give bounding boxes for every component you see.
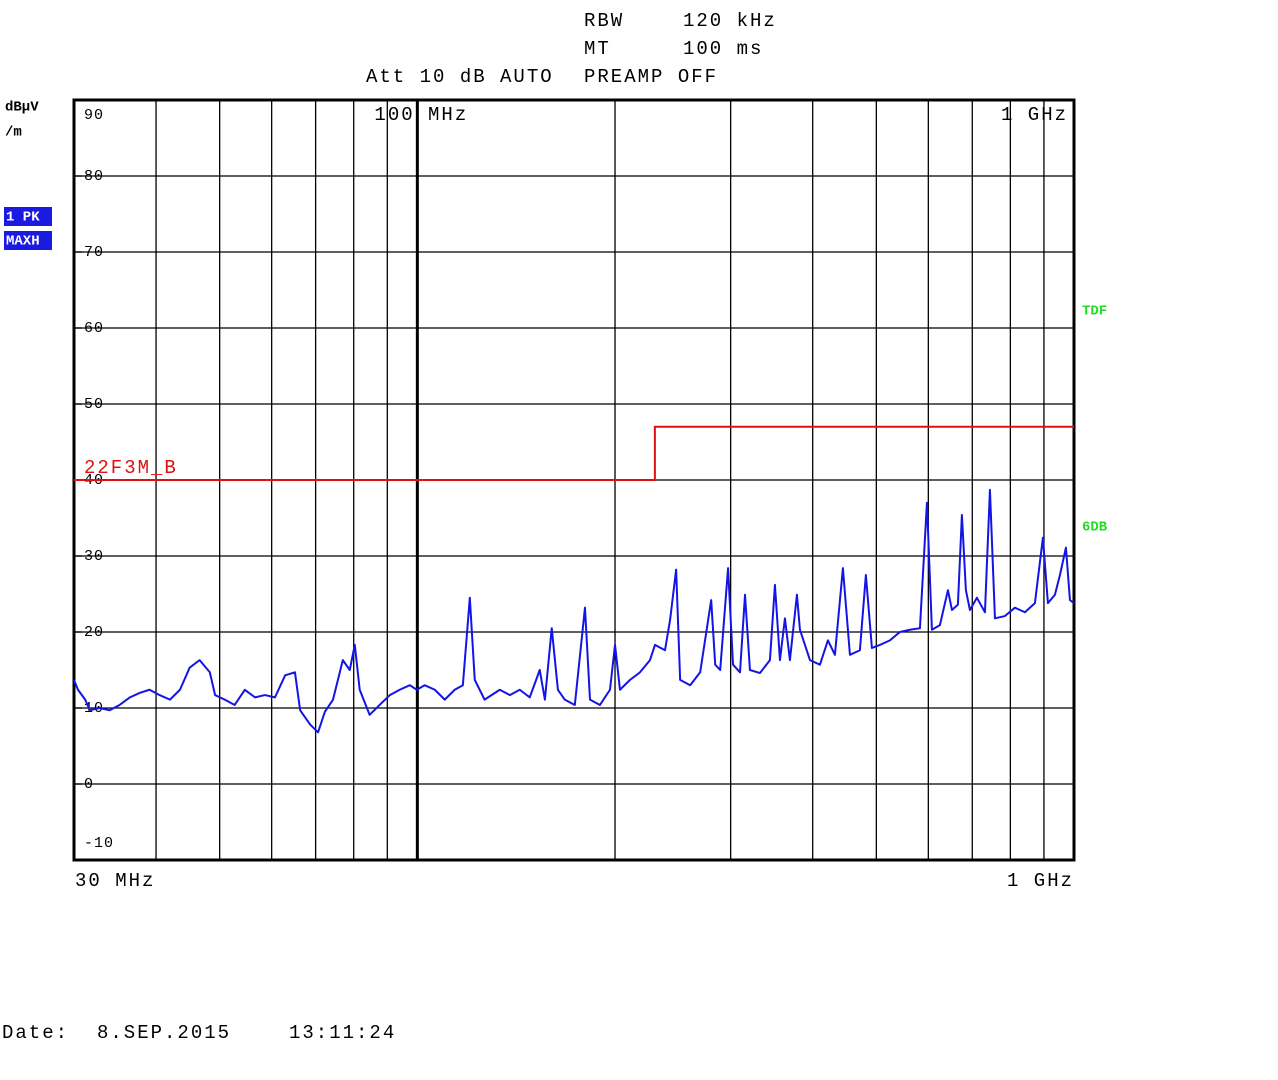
mt-value: 100 ms	[683, 38, 763, 60]
badge-bg	[4, 231, 52, 250]
side-label: 6DB	[1082, 520, 1108, 536]
stop-label: 1 GHz	[1007, 870, 1074, 892]
y-tick-label: -10	[84, 835, 114, 852]
y-tick-label: 90	[84, 107, 104, 124]
mt-label: MT	[584, 38, 611, 60]
y-unit: /m	[5, 125, 22, 141]
y-tick-label: 50	[84, 396, 104, 413]
side-label: TDF	[1082, 304, 1107, 320]
y-unit: dBµV	[5, 100, 39, 116]
limit-line	[74, 425, 1074, 481]
x-tick-label: 100 MHz	[374, 104, 468, 126]
trace	[73, 488, 1075, 734]
y-tick-label: 0	[84, 776, 94, 793]
rbw-value: 120 kHz	[683, 10, 777, 32]
x-tick-label: 1 GHz	[1001, 104, 1068, 126]
date-label: Date:	[2, 1022, 69, 1044]
att: Att 10 dB AUTO	[366, 66, 554, 88]
y-tick-label: 30	[84, 548, 104, 565]
y-tick-label: 60	[84, 320, 104, 337]
rbw-label: RBW	[584, 10, 624, 32]
date: 8.SEP.2015	[97, 1022, 231, 1044]
y-tick-label: 70	[84, 244, 104, 261]
time: 13:11:24	[289, 1022, 396, 1044]
badge-bg	[4, 207, 52, 226]
preamp: PREAMP OFF	[584, 66, 718, 88]
trace-badge: MAXH	[6, 234, 40, 250]
limit-label: 22F3M_B	[84, 457, 178, 479]
start-label: 30 MHz	[75, 870, 155, 892]
y-tick-label: 80	[84, 168, 104, 185]
trace-badge: 1 PK	[6, 210, 40, 226]
y-tick-label: 20	[84, 624, 104, 641]
